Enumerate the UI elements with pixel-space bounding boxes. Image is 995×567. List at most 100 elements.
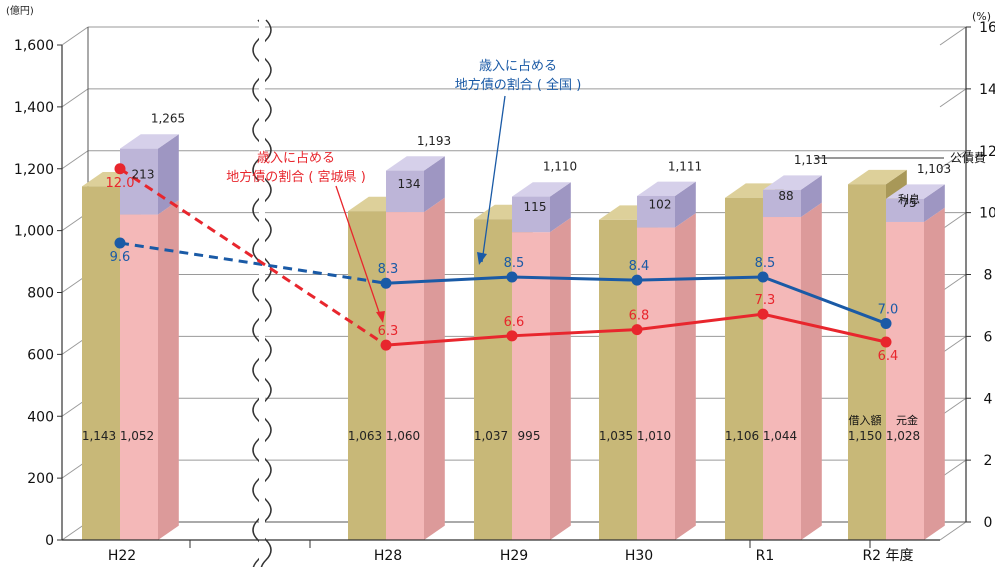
ratio-value-label: 6.6 <box>504 315 525 330</box>
ratio-point <box>631 324 643 336</box>
principal-bar-side <box>550 217 571 540</box>
principal-value-label: 995 <box>518 429 541 443</box>
miyagi-ratio-arrow <box>335 185 382 319</box>
interest-bar-side <box>550 182 571 233</box>
debt-service-label: 1,103 <box>917 162 951 176</box>
principal-value-label: 1,052 <box>120 429 154 443</box>
interest-value-label: 134 <box>398 177 421 191</box>
principal-value-label: 1,010 <box>637 429 671 443</box>
right-unit-label: (%) <box>972 10 991 23</box>
ratio-point <box>114 237 126 249</box>
principal-bar <box>386 212 424 540</box>
interest-bar-side <box>158 134 179 215</box>
right-tick-label: 4 <box>984 391 993 407</box>
axis-break <box>252 19 272 567</box>
ratio-point <box>880 336 892 348</box>
ratio-line-dashed <box>119 167 387 347</box>
ratio-point <box>880 317 892 329</box>
principal-bar <box>120 214 158 540</box>
principal-bar-side <box>675 213 696 540</box>
debt-service-label: 1,265 <box>151 112 185 126</box>
interest-series-label: 利息 <box>898 192 920 206</box>
principal-bar <box>512 232 550 540</box>
miyagi-ratio-label-line2: 地方債の割合 ( 宮城県 ) <box>226 169 366 185</box>
ratio-point <box>757 271 769 283</box>
national-ratio-label-line2: 地方債の割合 ( 全国 ) <box>455 77 582 93</box>
x-tick-label: H29 <box>500 548 528 564</box>
left-tick-label: 1,000 <box>14 224 54 240</box>
ratio-point <box>506 330 518 342</box>
interest-bar-top <box>512 182 571 197</box>
principal-bar-side <box>424 197 445 540</box>
borrowing-bar <box>474 219 512 540</box>
borrowing-bar <box>848 184 886 540</box>
ratio-value-label: 7.3 <box>755 293 776 308</box>
left-tick-label: 0 <box>45 533 54 549</box>
interest-value-label: 213 <box>132 167 155 181</box>
borrowing-series-label: 借入額 <box>849 414 882 427</box>
interest-bar-side <box>424 156 445 213</box>
borrowing-value-label: 1,150 <box>848 429 882 443</box>
borrowing-value-label: 1,106 <box>725 429 759 443</box>
debt-service-label: 1,193 <box>417 134 451 148</box>
principal-value-label: 1,028 <box>886 429 920 443</box>
national-ratio-label-line1: 歳入に占める <box>479 59 557 74</box>
interest-bar-top <box>386 156 445 171</box>
ratio-lines <box>114 163 892 351</box>
ratio-value-label: 8.5 <box>504 256 525 271</box>
left-tick-label: 1,600 <box>14 38 54 54</box>
data-labels: 1,143 1,052 213 1,265 1,063 1,060 134 1,193 1,03… <box>82 112 951 443</box>
ratio-point <box>114 163 126 175</box>
national-ratio-arrow <box>481 95 506 263</box>
interest-value-label: 102 <box>649 198 672 212</box>
gridline-side <box>61 26 89 46</box>
principal-value-label: 1,060 <box>386 429 420 443</box>
borrowing-bar <box>82 186 120 540</box>
debt-service-label: 1,110 <box>543 160 577 174</box>
gridline-side <box>61 150 89 170</box>
interest-bar-top <box>120 134 179 149</box>
right-tick-label: 10 <box>979 206 995 222</box>
borrowing-bar <box>725 197 763 541</box>
interest-bar-top <box>763 175 822 190</box>
ratio-value-label: 8.4 <box>629 259 650 274</box>
principal-bar <box>637 227 675 540</box>
interest-bar <box>637 195 675 228</box>
left-unit-label: (億円) <box>6 4 34 17</box>
interest-bar-side <box>801 175 822 218</box>
interest-bar-top <box>886 184 945 199</box>
borrowing-bar <box>599 219 637 540</box>
principal-series-label: 元金 <box>896 413 918 427</box>
gridline-side <box>939 88 967 108</box>
interest-bar <box>763 189 801 218</box>
borrowing-value-label: 1,063 <box>348 429 382 443</box>
interest-value-label: 115 <box>524 200 547 214</box>
interest-value-label: 88 <box>778 189 793 203</box>
ratio-value-label: 8.3 <box>378 262 399 277</box>
ratio-point <box>631 274 643 286</box>
axes: H22 H28 H29 H30 R1 R2 年度 0 200 400 600 800 1,000 1,2… <box>14 20 995 564</box>
x-tick-label: R2 年度 <box>862 548 913 564</box>
ratio-value-label: 9.6 <box>110 250 131 265</box>
borrowing-value-label: 1,037 <box>474 429 508 443</box>
borrowing-bar-top <box>848 169 907 185</box>
gridline-side <box>939 150 967 170</box>
axis-break-gap <box>259 20 265 560</box>
left-tick-label: 200 <box>27 471 54 487</box>
left-tick-label: 1,200 <box>14 162 54 178</box>
gridline-side <box>939 26 967 46</box>
left-tick-label: 400 <box>27 409 54 425</box>
interest-bar-top <box>637 181 696 196</box>
x-tick-label: H28 <box>374 548 402 564</box>
interest-bar <box>886 198 924 222</box>
ratio-point <box>380 339 392 351</box>
right-tick-label: 12 <box>979 144 995 160</box>
right-tick-label: 14 <box>979 82 995 98</box>
principal-bar-side <box>801 202 822 541</box>
right-tick-label: 0 <box>984 515 993 531</box>
interest-value-label: 75 <box>901 196 916 210</box>
national-ratio-arrowhead <box>477 252 487 265</box>
ratio-point <box>380 277 392 289</box>
interest-bar <box>386 170 424 213</box>
